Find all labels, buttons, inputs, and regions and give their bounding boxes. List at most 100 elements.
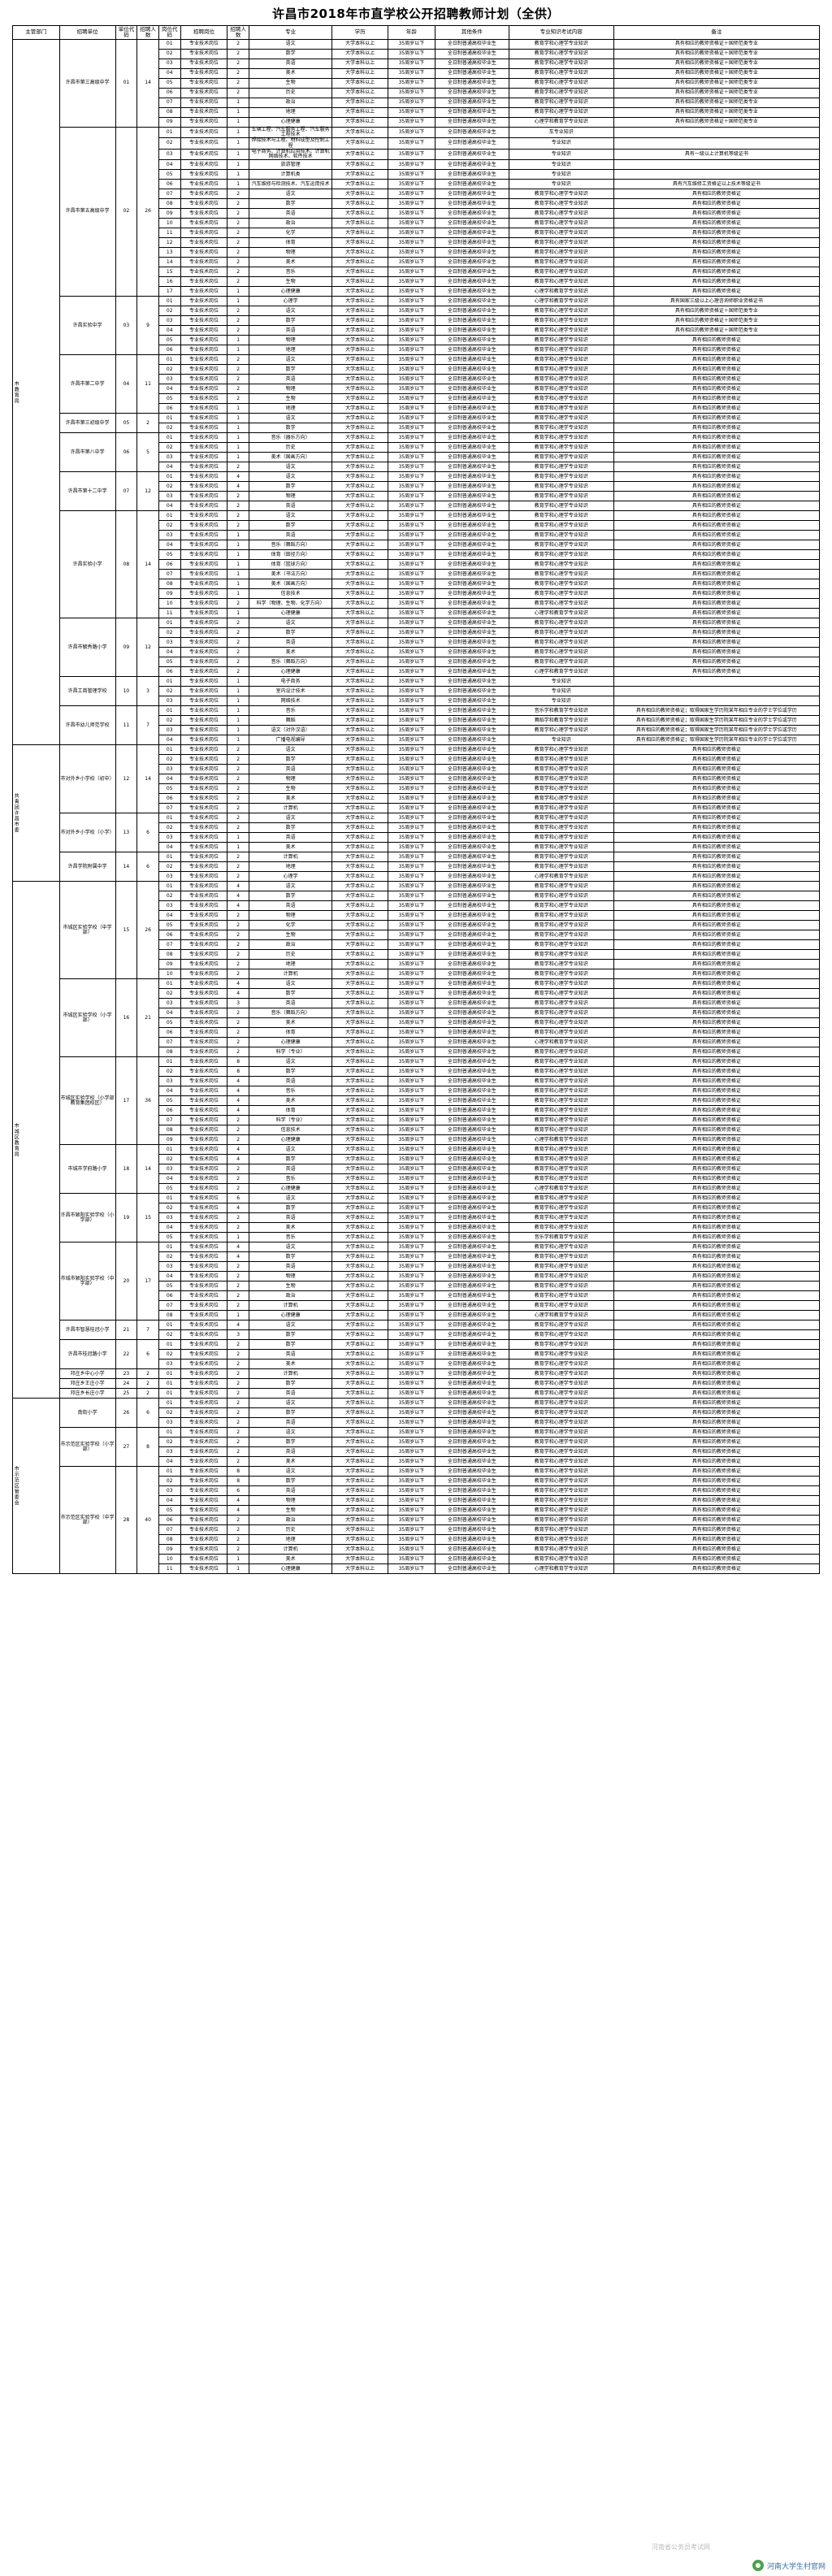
cell-remark: 具有相应的教师资格证 <box>613 959 821 970</box>
cell-remark: 具有相应的教师资格证 <box>613 1359 821 1370</box>
cell-job-num: 2 <box>227 1134 249 1146</box>
cell-unit: 市城市学府路小学 <box>58 1144 116 1195</box>
cell-job-code: 01 <box>158 1427 181 1438</box>
table-row: 05 专业技术岗位 2 生物 大学本科以上 35周岁以下 全日制普通高校毕业生 教育学和心理学… <box>13 77 821 89</box>
cell-exam: 教育学和心理学专业知识 <box>508 969 614 980</box>
cell-exam: 教育学和心理学专业知识 <box>508 393 614 405</box>
cell-remark: 具有相应的教师资格证 <box>613 900 821 912</box>
cell-unit-num: 14 <box>136 744 159 814</box>
cell-major: 政治 <box>248 939 333 951</box>
cell-unit-code: 26 <box>115 1398 138 1429</box>
cell-job-num: 2 <box>227 1027 249 1039</box>
cell-exam: 教育学和心理学专业知识 <box>508 97 614 108</box>
cell-job-code: 04 <box>158 1456 181 1468</box>
cell-job-num: 2 <box>227 510 249 522</box>
cell-remark: 具有相应的教师资格证 <box>613 471 821 483</box>
cell-other: 全日制普通高校毕业生 <box>434 627 509 639</box>
cell-remark: 具有相应的教师资格证 <box>613 793 821 804</box>
cell-job-code: 05 <box>158 1095 181 1107</box>
cell-age: 35周岁以下 <box>388 1193 436 1204</box>
table-row: 许昌实验中学 03 9 01 专业技术岗位 1 心理学 大学本科以上 35周岁以下 全日制普通高校… <box>13 296 821 356</box>
cell-major: 数学 <box>248 1329 333 1341</box>
cell-job-code: 01 <box>158 510 181 522</box>
table-row: 市城市学府路小学 18 14 01 专业技术岗位 4 语文 大学本科以上 35周岁以下 全日制普通… <box>13 1144 821 1195</box>
cell-remark: 具有相应的教师资格证 <box>613 569 821 580</box>
cell-job-num: 1 <box>227 735 249 746</box>
cell-remark: 具有相应的教师资格证 <box>613 754 821 765</box>
cell-unit-code: 10 <box>115 676 138 707</box>
cell-job-code: 07 <box>158 569 181 580</box>
cell-edu: 大学本科以上 <box>332 647 389 658</box>
cell-age: 35周岁以下 <box>388 1066 436 1078</box>
cell-job-name: 专业技术岗位 <box>180 1251 228 1263</box>
cell-job-code: 02 <box>158 306 181 317</box>
cell-unit: 邓庄乡王庄小学 <box>58 1378 116 1390</box>
cell-remark: 具有相应的教师资格证 <box>613 637 821 648</box>
cell-major: 体育 <box>248 237 333 249</box>
cell-exam: 教育学和心理学专业知识 <box>508 959 614 970</box>
cell-job-name: 专业技术岗位 <box>180 67 228 79</box>
cell-exam: 教育学和心理学专业知识 <box>508 345 614 356</box>
cell-job-num: 1 <box>227 725 249 736</box>
cell-unit: 市对外乡小学校（小学） <box>58 813 116 853</box>
cell-job-name: 专业技术岗位 <box>180 218 228 229</box>
cell-job-name: 专业技术岗位 <box>180 1388 228 1399</box>
cell-job-code: 08 <box>158 949 181 961</box>
cell-job-name: 专业技术岗位 <box>180 1203 228 1214</box>
cell-major: 英语 <box>248 1076 333 1087</box>
cell-major: 音乐 <box>248 267 333 278</box>
cell-job-code: 01 <box>158 1466 181 1477</box>
cell-job-num: 2 <box>227 657 249 668</box>
cell-remark: 具有相应的教师资格证 <box>613 374 821 385</box>
cell-job-num: 3 <box>227 1329 249 1341</box>
cell-job-code: 10 <box>158 969 181 980</box>
cell-job-code: 11 <box>158 608 181 619</box>
cell-unit: 邓庄乡中心小学 <box>58 1368 116 1380</box>
cell-other: 全日制普通高校毕业生 <box>434 783 509 795</box>
table-row: 10 专业技术岗位 2 政治 大学本科以上 35周岁以下 全日制普通高校毕业生 教育学和心理学… <box>13 218 821 229</box>
cell-job-code: 08 <box>158 579 181 590</box>
cell-job-num: 4 <box>227 1144 249 1156</box>
cell-job-code: 06 <box>158 345 181 356</box>
cell-edu: 大学本科以上 <box>332 218 389 229</box>
cell-exam: 教育学和心理学专业知识 <box>508 228 614 239</box>
table-row: 共青团许昌市委 市对外乡小学校（初中） 12 14 01 专业技术岗位 2 语文 大学本科以上 3… <box>12 744 821 883</box>
cell-other: 全日制普通高校毕业生 <box>434 793 509 804</box>
cell-major: 计算机 <box>248 852 333 863</box>
cell-major: 地理 <box>248 1534 333 1546</box>
cell-other: 全日制普通高校毕业生 <box>434 1222 509 1234</box>
cell-job-name: 专业技术岗位 <box>180 1339 228 1351</box>
cell-other: 全日制普通高校毕业生 <box>434 1495 509 1507</box>
cell-job-code: 03 <box>158 148 181 161</box>
cell-edu: 大学本科以上 <box>332 1251 389 1263</box>
cell-age: 35周岁以下 <box>388 364 436 375</box>
cell-exam: 教育学和心理学专业知识 <box>508 1154 614 1165</box>
cell-remark: 具有相应的教师资格证 <box>613 1086 821 1097</box>
cell-other: 全日制普通高校毕业生 <box>434 452 509 463</box>
cell-age: 35周岁以下 <box>388 598 436 609</box>
cell-age: 35周岁以下 <box>388 618 436 629</box>
cell-job-name: 专业技术岗位 <box>180 998 228 1009</box>
cell-job-name: 专业技术岗位 <box>180 384 228 395</box>
cell-job-code: 06 <box>158 179 181 190</box>
cell-major: 语文 <box>248 189 333 200</box>
cell-job-code: 04 <box>158 159 181 171</box>
cell-other: 全日制普通高校毕业生 <box>434 1534 509 1546</box>
cell-job-code: 08 <box>158 1310 181 1321</box>
table-row: 02 专业技术岗位 1 焊接技术与工程、材料成型及控制工程 大学本科以上 35周岁以下 全日… <box>13 137 821 150</box>
cell-exam: 教育学和心理学专业知识 <box>508 1378 614 1390</box>
cell-edu: 大学本科以上 <box>332 228 389 239</box>
cell-edu: 大学本科以上 <box>332 1017 389 1029</box>
cell-remark: 具有相应的教师资格证 <box>613 910 821 922</box>
cell-other: 全日制普通高校毕业生 <box>434 189 509 200</box>
cell-other: 全日制普通高校毕业生 <box>434 1281 509 1292</box>
cell-edu: 大学本科以上 <box>332 1037 389 1048</box>
cell-unit-num: 36 <box>136 1056 159 1146</box>
cell-remark: 具有相应的教师资格证 <box>613 1203 821 1214</box>
cell-exam: 教育学和心理学专业知识 <box>508 1515 614 1526</box>
cell-exam: 教育学和心理学专业知识 <box>508 978 614 990</box>
cell-other: 全日制普通高校毕业生 <box>434 257 509 268</box>
cell-job-code: 01 <box>158 705 181 717</box>
cell-exam: 教育学和心理学专业知识 <box>508 842 614 853</box>
cell-unit-code: 27 <box>115 1427 138 1468</box>
